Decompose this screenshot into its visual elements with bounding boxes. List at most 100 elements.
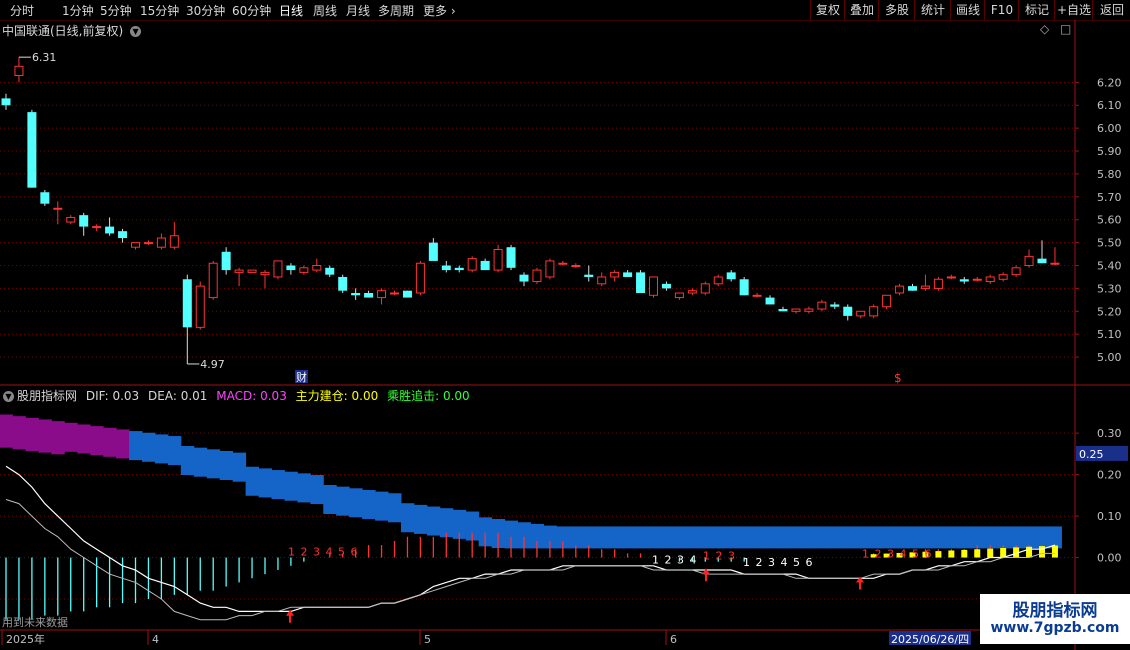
price-tick-label: 5.40 [1097,260,1122,273]
candle [739,276,749,296]
candle-body [661,283,671,289]
window-icon[interactable]: □ [1060,22,1072,36]
current-date-label: 2025/06/26/四 [891,633,969,646]
candle-body [636,272,646,293]
candle-body [985,276,995,283]
candle [1050,247,1060,266]
period-tab-2[interactable]: 5分钟 [100,4,132,18]
indicator-band-step [815,526,829,549]
toolbar-button-2[interactable]: 多股 [878,0,915,20]
candle-body [856,310,866,317]
indicator-band-step [737,526,752,549]
candle [804,306,814,314]
indicator-band-step [776,526,790,549]
toolbar-button-7[interactable]: +自选 [1054,0,1093,20]
indicator-band-step [1035,526,1049,549]
indicator-band-step [232,452,247,482]
dea-label: DEA: [148,389,177,403]
indicator-band-step [439,508,454,538]
future-data-note: 用到未来数据 [2,616,68,629]
indicator-name: 股朋指标网 [17,389,78,403]
candle [415,260,425,296]
indicator-dropdown-icon[interactable]: ▼ [3,391,14,402]
toolbar-button-5[interactable]: F10 [984,0,1019,20]
zljc-bar [1051,545,1058,558]
candle [454,265,464,273]
period-tab-1[interactable]: 1分钟 [62,4,94,18]
toolbar-button-1[interactable]: 叠加 [844,0,879,20]
indicator-band-step [25,417,39,451]
indicator-tick-label: 0.00 [1097,552,1122,565]
candle-body [441,265,451,271]
candle [325,265,335,277]
buy-arrow-icon [856,576,864,590]
candle [946,274,956,280]
candle-body [571,265,581,268]
candle [92,224,102,232]
toolbar-button-0[interactable]: 复权 [810,0,845,20]
diamond-icon[interactable]: ◇ [1040,22,1050,36]
period-tab-0[interactable]: 分时 [10,4,35,18]
candle [933,276,943,291]
watermark: 股朋指标网 www.7gpzb.com [980,594,1130,644]
period-tab-3[interactable]: 15分钟 [140,4,180,18]
candle-body [713,276,723,285]
toolbar-button-3[interactable]: 统计 [914,0,951,20]
indicator-band-step [1048,526,1062,549]
candle-body [933,278,943,289]
toolbar-button-8[interactable]: 返回 [1092,0,1130,20]
period-tab-10[interactable]: 更多 › [423,4,456,18]
toolbar-button-4[interactable]: 画线 [950,0,985,20]
title-dropdown-icon[interactable]: ▼ [130,26,142,37]
candle [830,302,840,310]
candle [597,272,607,287]
indicator-band-step [465,511,480,541]
candle-body [273,260,283,278]
candle [908,283,917,291]
period-tab-5[interactable]: 60分钟 [232,4,272,18]
indicator-band-step [1009,526,1024,549]
period-tab-4[interactable]: 30分钟 [186,4,226,18]
candle [726,270,736,282]
stock-chart[interactable]: 6.20 6.10 6.00 5.90 5.80 5.70 5.60 5.50 5.40 5.30… [0,20,1130,650]
candle-body [597,276,607,285]
price-tick-label: 5.90 [1097,145,1122,158]
candle [441,260,451,273]
candle [856,310,866,319]
period-tab-6[interactable]: 日线 [279,4,304,18]
candle [27,109,37,188]
zljc-bar [909,552,916,558]
candle-body [53,207,63,210]
period-tab-8[interactable]: 月线 [346,4,371,18]
period-tab-9[interactable]: 多周期 [378,4,415,18]
candle-body [869,306,879,317]
indicator-band-step [711,526,726,549]
candle-body [467,258,477,271]
dif-label: DIF: [85,389,109,403]
indicator-band-step [569,526,583,549]
candle-body [920,285,930,289]
date-label: 5 [424,633,431,646]
indicator-band-step [659,526,674,549]
indicator-band-step [129,431,143,461]
candle-body [415,262,425,294]
zljc-bar [935,551,942,558]
indicator-band-step [426,506,441,536]
candle-body [118,231,128,239]
candle-body [817,301,827,310]
indicator-band-step [77,424,91,454]
candle [131,242,140,250]
indicator-band-step [983,526,998,549]
indicator-band-step [103,427,117,457]
candle-body [66,216,76,223]
candle-body [105,226,115,234]
indicator-band-step [193,447,208,477]
indicator-band-step [918,526,933,549]
indicator-band-step [724,526,739,549]
indicator-band-step [789,526,803,549]
zljc-bar [974,549,981,558]
candle [920,274,930,291]
toolbar-button-6[interactable]: 标记 [1018,0,1055,20]
candle-body [79,215,89,227]
period-tab-7[interactable]: 周线 [313,4,338,18]
